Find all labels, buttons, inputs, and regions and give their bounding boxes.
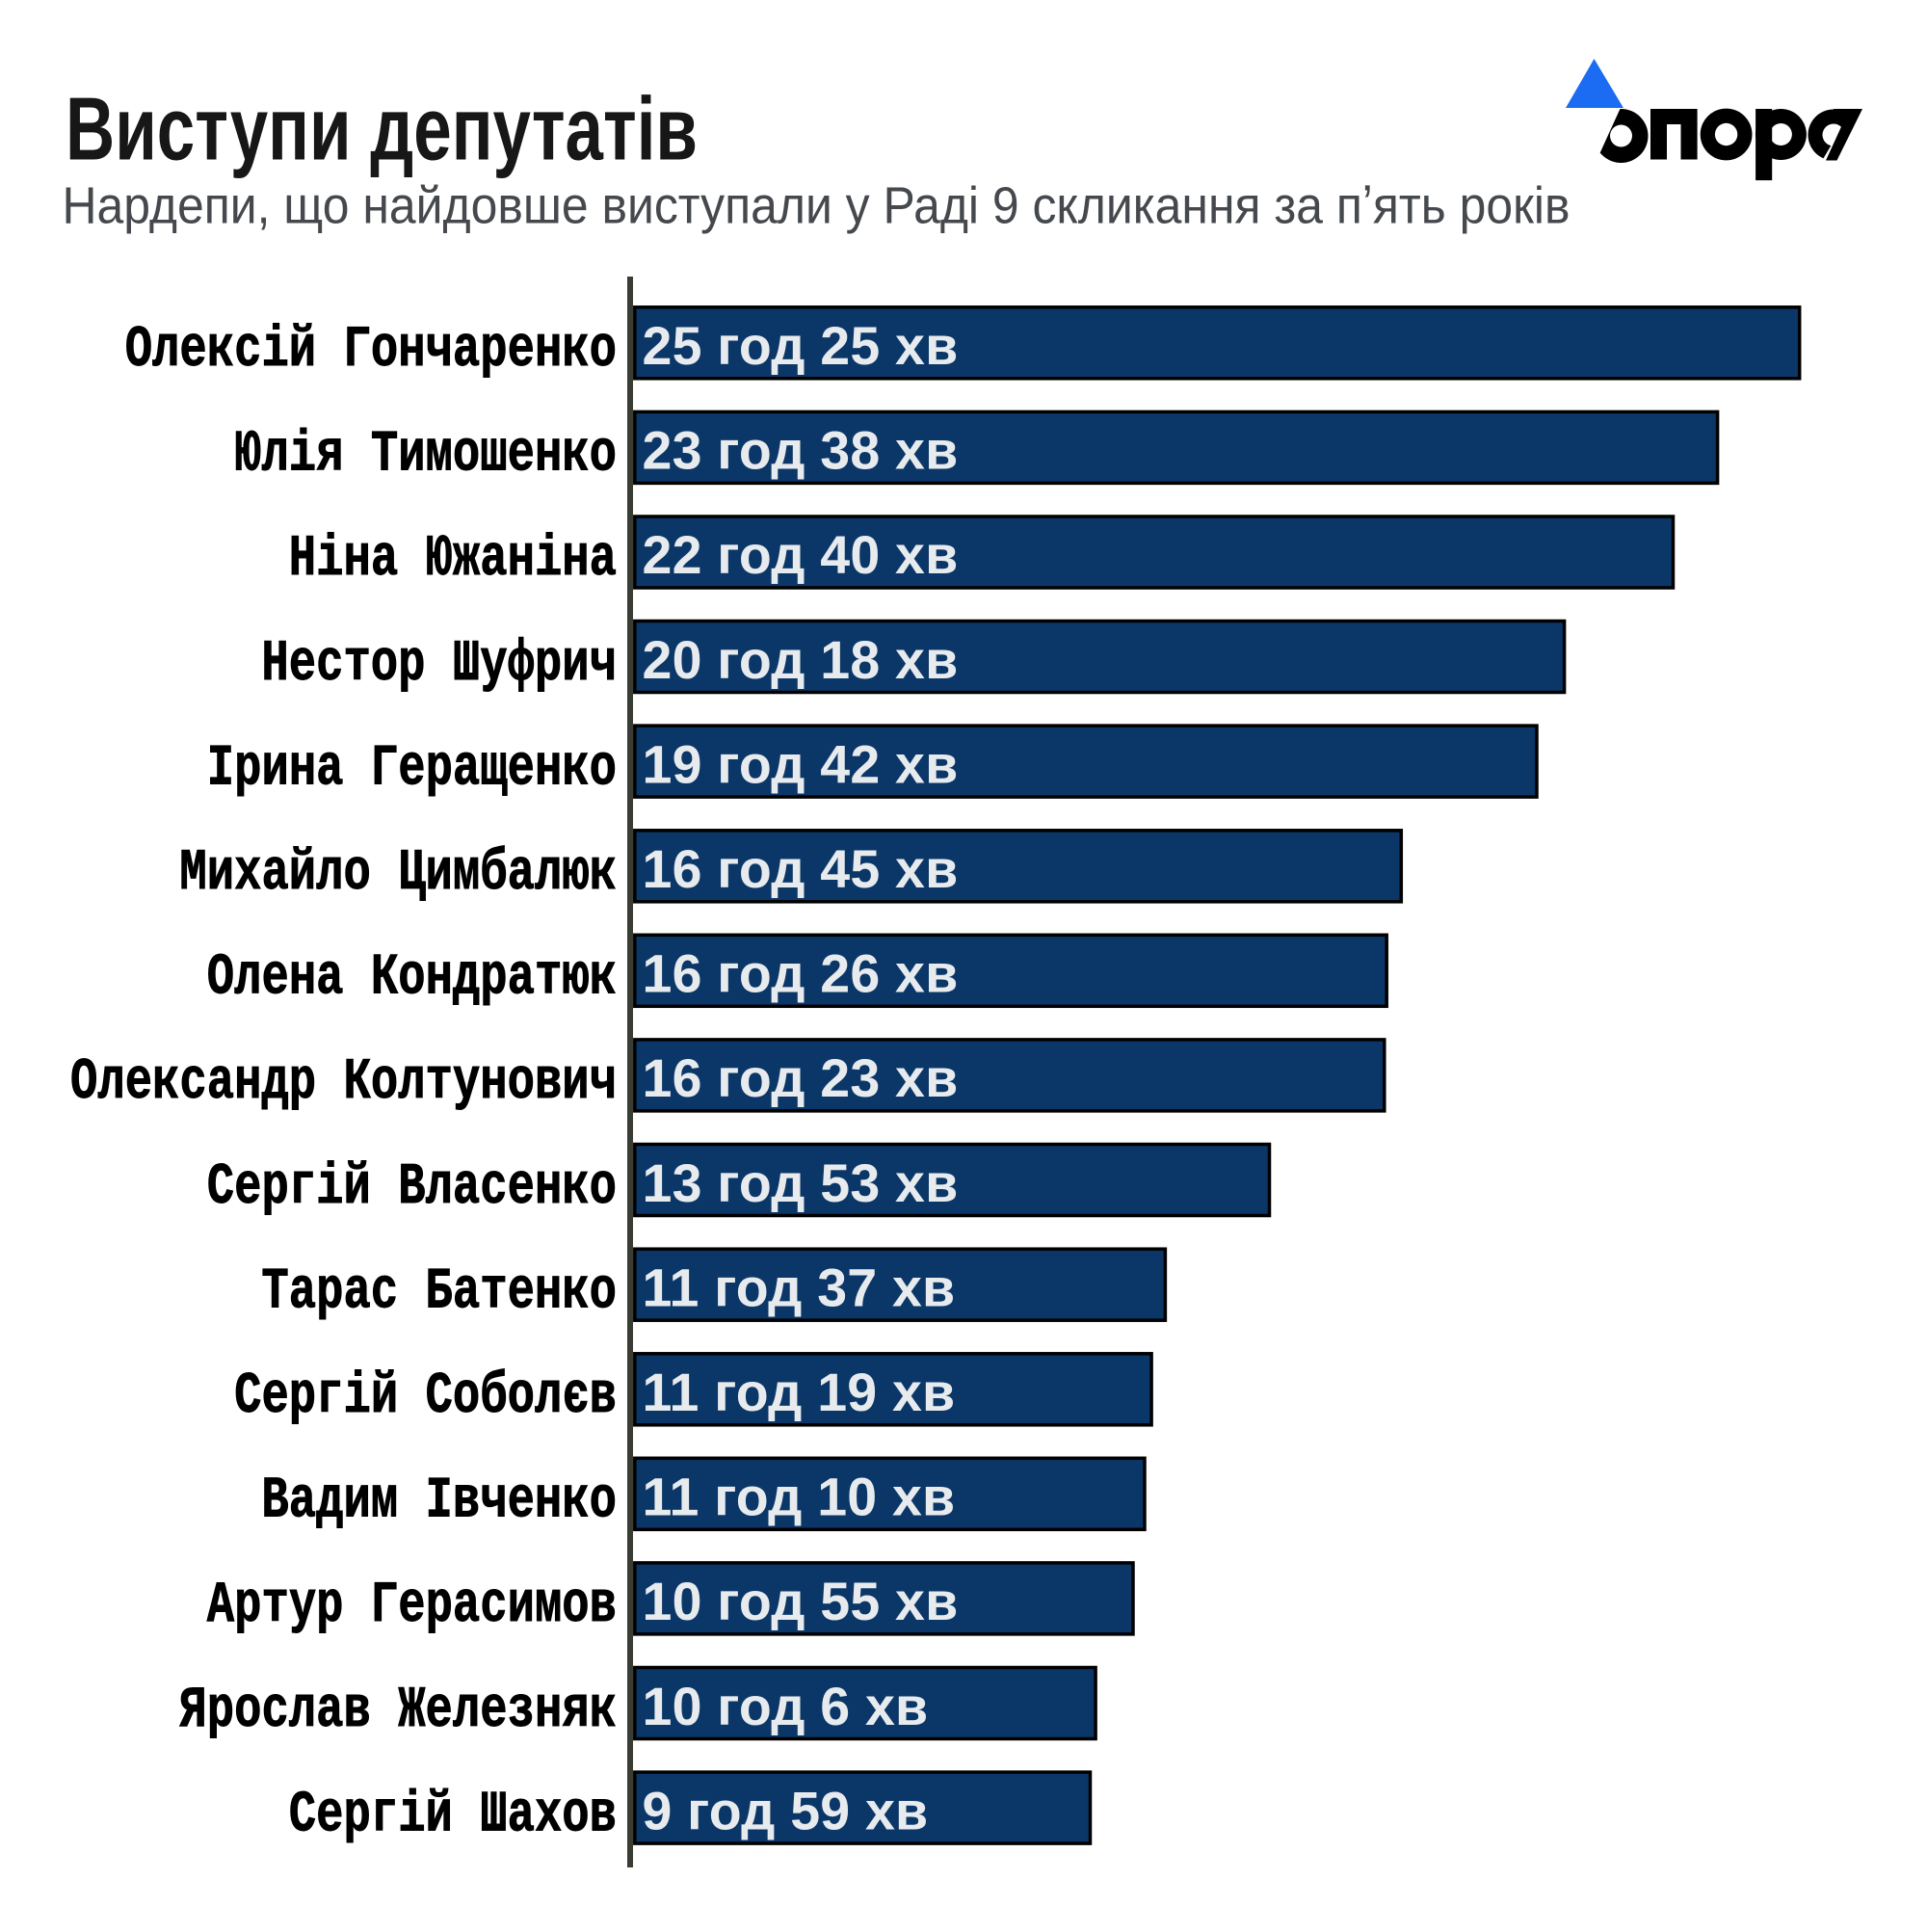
- svg-text:Сергій Соболєв: Сергій Соболєв: [234, 1364, 617, 1430]
- svg-text:11 год 19 хв: 11 год 19 хв: [643, 1363, 956, 1422]
- svg-text:Тарас Батенко: Тарас Батенко: [261, 1259, 617, 1325]
- svg-text:23 год 38 хв: 23 год 38 хв: [643, 421, 959, 481]
- svg-text:16 год 26 хв: 16 год 26 хв: [643, 944, 959, 1004]
- svg-text:10 год 55 хв: 10 год 55 хв: [643, 1572, 959, 1631]
- svg-text:Олена Кондратюк: Олена Кондратюк: [207, 946, 617, 1012]
- svg-text:9 год 59 хв: 9 год 59 хв: [643, 1781, 929, 1840]
- svg-text:Олексій Гончаренко: Олексій Гончаренко: [125, 318, 617, 384]
- svg-text:Сергій Власенко: Сергій Власенко: [207, 1155, 617, 1221]
- svg-text:Ярослав Железняк: Ярослав Железняк: [179, 1679, 617, 1744]
- svg-text:Юлія Тимошенко: Юлія Тимошенко: [234, 423, 617, 489]
- svg-text:22 год 40 хв: 22 год 40 хв: [643, 525, 959, 585]
- svg-text:Виступи депутатів: Виступи депутатів: [66, 79, 698, 179]
- svg-text:Михайло Цимбалюк: Михайло Цимбалюк: [179, 841, 617, 907]
- svg-text:Сергій Шахов: Сергій Шахов: [289, 1783, 617, 1848]
- svg-text:16 год 45 хв: 16 год 45 хв: [643, 839, 959, 899]
- svg-text:Ніна Южаніна: Ніна Южаніна: [289, 527, 617, 593]
- svg-text:Артур Герасимов: Артур Герасимов: [207, 1574, 617, 1639]
- svg-text:11 год 10 хв: 11 год 10 хв: [643, 1468, 956, 1527]
- svg-text:16 год 23 хв: 16 год 23 хв: [643, 1048, 959, 1108]
- svg-text:Нестор Шуфрич: Нестор Шуфрич: [261, 632, 617, 698]
- svg-text:Ірина Геращенко: Ірина Геращенко: [207, 736, 617, 802]
- svg-text:25 год 25 хв: 25 год 25 хв: [643, 316, 959, 376]
- svg-text:11 год 37 хв: 11 год 37 хв: [643, 1257, 956, 1317]
- svg-text:20 год 18 хв: 20 год 18 хв: [643, 630, 959, 690]
- svg-text:Вадим Івченко: Вадим Івченко: [261, 1469, 617, 1535]
- svg-text:10 год 6 хв: 10 год 6 хв: [643, 1677, 929, 1736]
- svg-text:19 год 42 хв: 19 год 42 хв: [643, 734, 959, 794]
- svg-text:13 год 53 хв: 13 год 53 хв: [643, 1153, 959, 1213]
- svg-text:Олександр Колтунович: Олександр Колтунович: [70, 1050, 617, 1116]
- svg-text:Нардепи, що найдовше виступали: Нардепи, що найдовше виступали у Раді 9 …: [63, 177, 1571, 235]
